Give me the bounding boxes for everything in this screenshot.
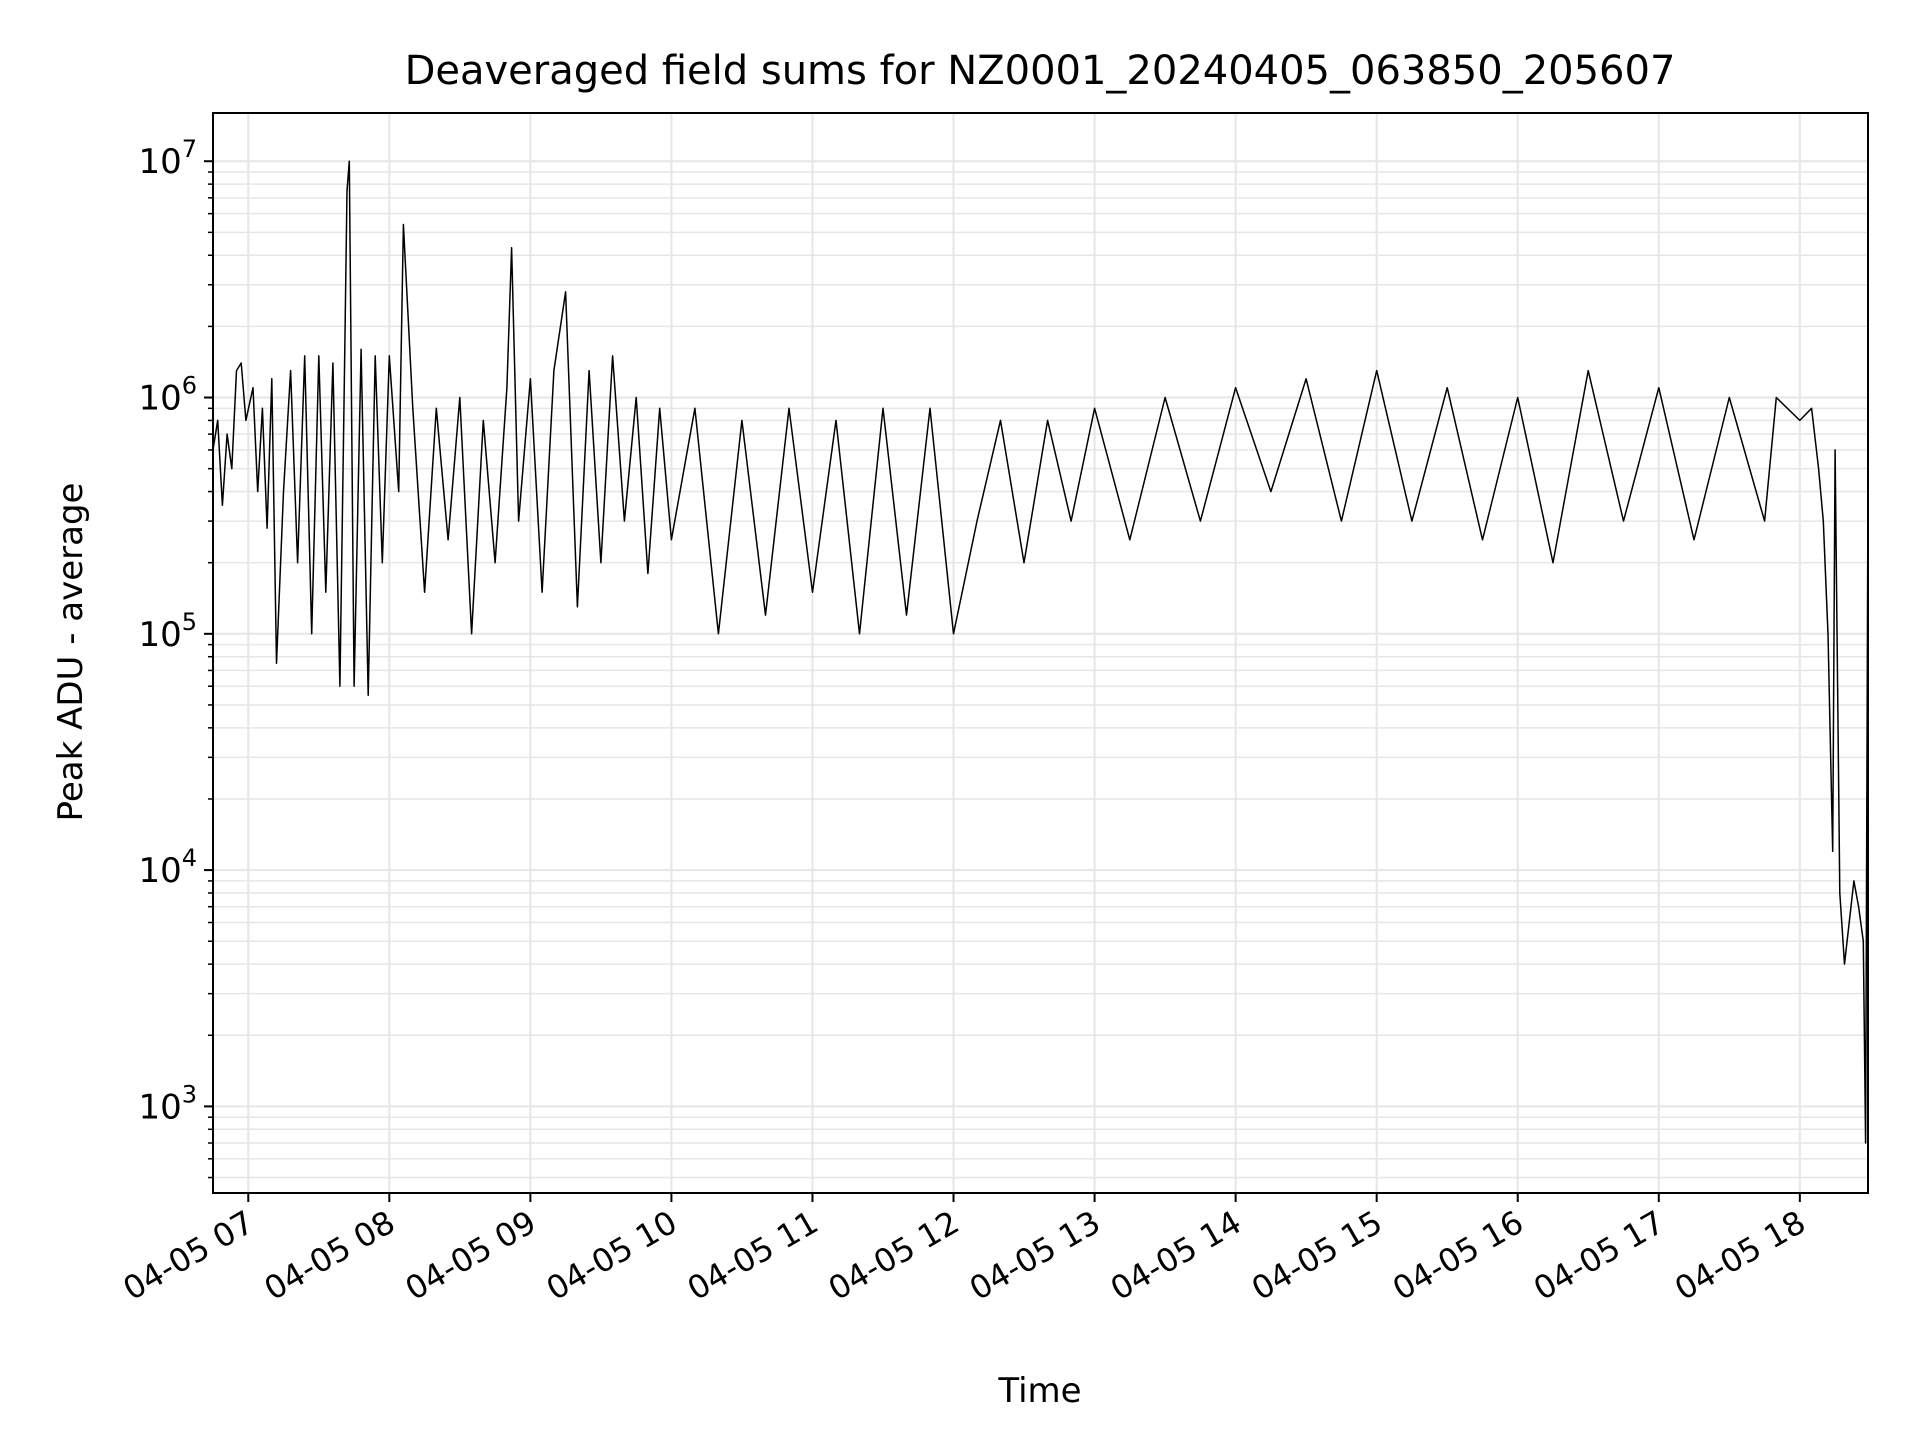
y-tick-base: 10 [138, 142, 181, 182]
x-tick-label: 04-05 14 [1104, 1203, 1248, 1308]
y-tick-exponent: 4 [182, 844, 197, 872]
gridlines-y [213, 160, 1868, 1108]
y-tick-label: 105 [138, 608, 197, 655]
series-layer [212, 160, 1869, 1144]
x-tick-label: 04-05 10 [540, 1203, 684, 1308]
y-tick-exponent: 5 [182, 608, 197, 636]
y-tick-base: 10 [138, 379, 181, 419]
minor-gridlines-y [213, 171, 1868, 1179]
x-tick-label: 04-05 11 [681, 1203, 825, 1308]
y-tick-exponent: 3 [182, 1080, 197, 1108]
y-tick-label: 104 [138, 844, 197, 891]
y-tick-label: 107 [138, 135, 197, 182]
y-tick-label: 103 [138, 1080, 197, 1127]
y-tick-base: 10 [138, 615, 181, 655]
x-tick-label: 04-05 18 [1668, 1203, 1812, 1308]
y-tick-exponent: 7 [182, 135, 197, 163]
chart-title: Deaveraged field sums for NZ0001_2024040… [405, 48, 1676, 94]
x-tick-label: 04-05 15 [1245, 1203, 1389, 1308]
x-tick-label: 04-05 17 [1527, 1203, 1671, 1308]
x-axis-label: Time [997, 1371, 1081, 1411]
x-tick-label: 04-05 16 [1386, 1203, 1530, 1308]
y-tick-exponent: 6 [182, 372, 197, 400]
x-tick-label: 04-05 08 [258, 1203, 402, 1308]
y-tick-base: 10 [138, 1087, 181, 1127]
plot-area-frame [212, 112, 1869, 1194]
y-tick-label: 106 [138, 372, 197, 419]
x-tick-label: 04-05 13 [963, 1203, 1107, 1308]
x-tick-label: 04-05 09 [399, 1203, 543, 1308]
y-axis-label: Peak ADU - average [51, 483, 91, 822]
gridlines-x [247, 113, 1801, 1193]
x-tick-label: 04-05 12 [822, 1203, 966, 1308]
x-tick-label: 04-05 07 [117, 1203, 261, 1308]
y-tick-base: 10 [138, 851, 181, 891]
series-line [212, 160, 1869, 1144]
